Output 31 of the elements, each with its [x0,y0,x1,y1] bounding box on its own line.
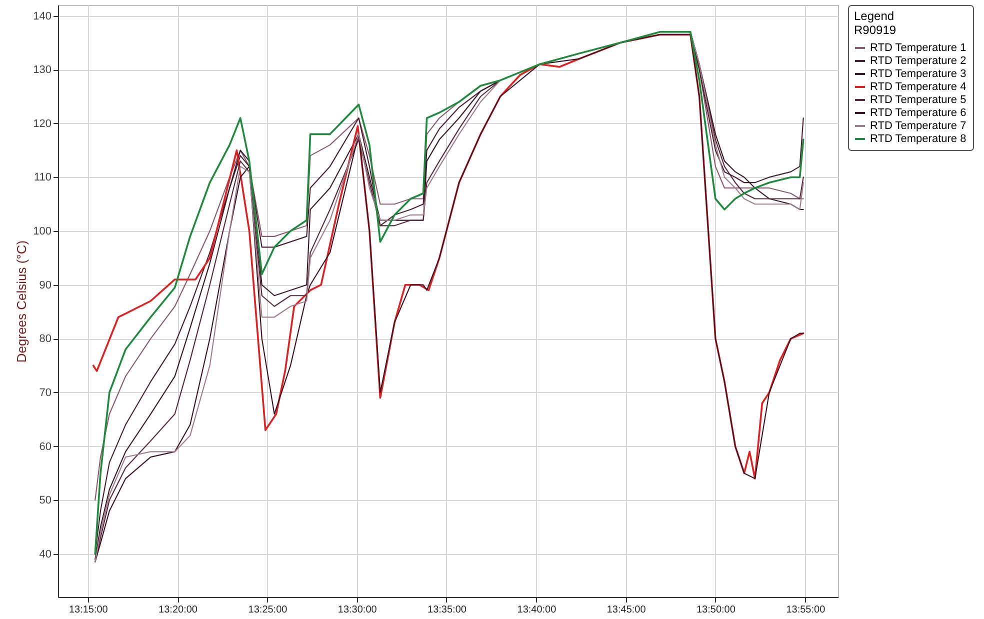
x-tick-label: 13:20:00 [158,604,198,616]
y-tick-label: 50 [39,494,52,507]
x-tick-label: 13:35:00 [428,604,467,616]
legend-label: RTD Temperature 6 [870,107,966,119]
x-tick-label: 13:40:00 [517,604,557,616]
x-tick-label: 13:15:00 [68,604,108,616]
y-tick-label: 80 [39,333,52,346]
x-tick-label: 13:55:00 [786,604,826,616]
x-tick-label: 13:25:00 [248,604,288,616]
legend-label: RTD Temperature 5 [870,94,966,106]
x-tick-label: 13:50:00 [696,604,736,616]
legend-label: RTD Temperature 3 [870,68,966,80]
legend-label: RTD Temperature 8 [870,133,966,145]
legend-label: RTD Temperature 2 [870,55,966,67]
y-tick-label: 100 [33,226,52,238]
y-tick-label: 130 [33,64,52,76]
legend-label: RTD Temperature 4 [870,81,966,93]
y-tick-label: 70 [39,386,52,399]
x-tick-label: 13:45:00 [606,604,646,616]
x-tick-label: 13:30:00 [338,604,378,616]
legend-title: Legend [854,9,894,23]
legend-label: RTD Temperature 1 [870,42,966,54]
text: R90919 [854,23,896,37]
legend-label: RTD Temperature 7 [870,120,966,132]
y-tick-label: 120 [33,118,52,130]
y-tick-label: 40 [39,548,52,560]
y-tick-label: 60 [39,440,52,453]
y-tick-label: 110 [34,172,52,184]
y-tick-label: 140 [33,10,52,22]
y-axis-title: Degrees Celsius (°C) [14,240,30,363]
y-tick-label: 90 [39,279,52,292]
